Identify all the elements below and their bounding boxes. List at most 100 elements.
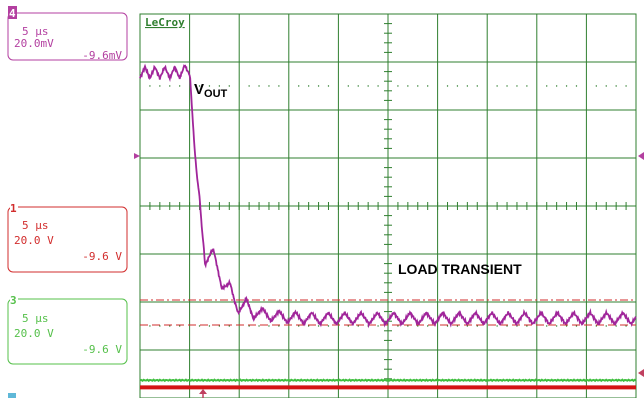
grid-dot	[317, 85, 320, 87]
grid-dot	[595, 85, 598, 87]
grid-dot	[407, 85, 409, 87]
grid-dot	[268, 325, 270, 327]
grid-dot	[595, 325, 598, 327]
grid-dot	[228, 85, 230, 87]
grid-dot	[526, 85, 528, 87]
channel-1-offset: -9.6 V	[82, 250, 122, 263]
grid-dot	[575, 325, 578, 327]
grid-dot	[546, 85, 548, 87]
grid-dot	[169, 85, 171, 87]
grid-dot	[476, 85, 478, 87]
channel-1-timebase: 5 μs	[22, 219, 49, 232]
grid-dot	[446, 85, 449, 87]
grid-dot	[615, 85, 617, 87]
trigger-position-marker	[199, 389, 207, 398]
grid-ticks	[139, 13, 637, 398]
grid-dot	[307, 85, 310, 87]
grid-dot	[357, 85, 359, 87]
grid-dot	[476, 325, 478, 327]
grid-dot	[397, 85, 399, 87]
grid-dot	[426, 325, 429, 327]
grid-dot	[446, 325, 449, 327]
grid-dot	[278, 85, 280, 87]
grid-dot	[456, 325, 459, 327]
grid-dot	[377, 85, 379, 87]
grid-dot	[228, 325, 230, 327]
grid-dot	[327, 85, 330, 87]
grid-dot	[347, 325, 350, 327]
right-level-marker	[638, 152, 644, 160]
grid-dot	[496, 85, 498, 87]
grid-dot	[208, 325, 211, 327]
grid-dot	[149, 325, 151, 327]
trace-channel-4-vout	[139, 63, 637, 329]
channel-4-timebase: 5 μs	[22, 25, 49, 38]
grid-dots	[149, 85, 627, 327]
grid-dot	[426, 85, 429, 87]
grid-dot	[218, 85, 221, 87]
channel-4-info-box: 4 5 μs 20.0mV -9.6mV	[7, 6, 128, 62]
grid-dot	[625, 85, 627, 87]
grid-dot	[575, 85, 578, 87]
grid-dot	[466, 325, 469, 327]
grid-dot	[159, 325, 161, 327]
grid-dot	[307, 325, 310, 327]
grid-dot	[198, 325, 201, 327]
channel-3-info-box: 3 5 μs 20.0 V -9.6 V	[7, 293, 128, 365]
channel-3-offset: -9.6 V	[82, 343, 122, 356]
grid-dot	[248, 85, 250, 87]
grid-dot	[258, 325, 260, 327]
vout-annotation: VOUT	[194, 81, 228, 100]
vout-main-text: V	[194, 81, 204, 98]
channel-3-timebase: 5 μs	[22, 312, 49, 325]
grid-dot	[327, 325, 330, 327]
grid-dot	[417, 325, 419, 327]
channel-3-scale: 20.0 V	[14, 327, 54, 340]
grid-dot	[159, 85, 161, 87]
grid-dot	[258, 85, 260, 87]
load-transient-annotation: LOAD TRANSIENT	[398, 261, 522, 277]
grid-dot	[555, 325, 558, 327]
grid-dot	[268, 85, 270, 87]
left-level-marker	[134, 153, 140, 159]
vout-subscript-text: OUT	[204, 88, 228, 100]
grid-dot	[516, 85, 518, 87]
grid-dot	[615, 325, 617, 327]
grid-dot	[546, 325, 548, 327]
grid-dot	[298, 85, 300, 87]
grid-dot	[278, 325, 280, 327]
grid-dot	[367, 85, 369, 87]
right-level-marker-ch1	[638, 369, 644, 377]
grid-dot	[198, 85, 201, 87]
grid-dot	[317, 325, 320, 327]
grid-dot	[466, 85, 469, 87]
channel-1-scale: 20.0 V	[14, 234, 54, 247]
channel-1-label: 1	[10, 202, 17, 215]
channel-1-info-box: 1 5 μs 20.0 V -9.6 V	[7, 201, 128, 273]
grid-dot	[169, 325, 171, 327]
plot-area	[139, 13, 637, 398]
grid-dot	[248, 325, 250, 327]
grid-dot	[565, 85, 568, 87]
grid-dot	[178, 325, 181, 327]
grid-dot	[605, 85, 607, 87]
channel-4-offset: -9.6mV	[82, 49, 122, 62]
grid-dot	[565, 325, 568, 327]
brand-label: LeCroy	[145, 16, 185, 29]
grid-dot	[506, 85, 508, 87]
grid-dot	[407, 325, 409, 327]
grid-dot	[555, 85, 558, 87]
channel-4-label: 4	[9, 7, 16, 20]
grid-dot	[218, 325, 221, 327]
grid-dot	[149, 85, 151, 87]
grid-dot	[496, 325, 498, 327]
grid-dot	[506, 325, 508, 327]
grid-dot	[377, 325, 379, 327]
grid-dot	[526, 325, 528, 327]
channel-2-marker	[8, 393, 16, 398]
grid-dot	[178, 85, 181, 87]
channel-4-scale: 20.0mV	[14, 37, 54, 50]
grid-dot	[605, 325, 607, 327]
channel-3-label: 3	[10, 294, 17, 307]
